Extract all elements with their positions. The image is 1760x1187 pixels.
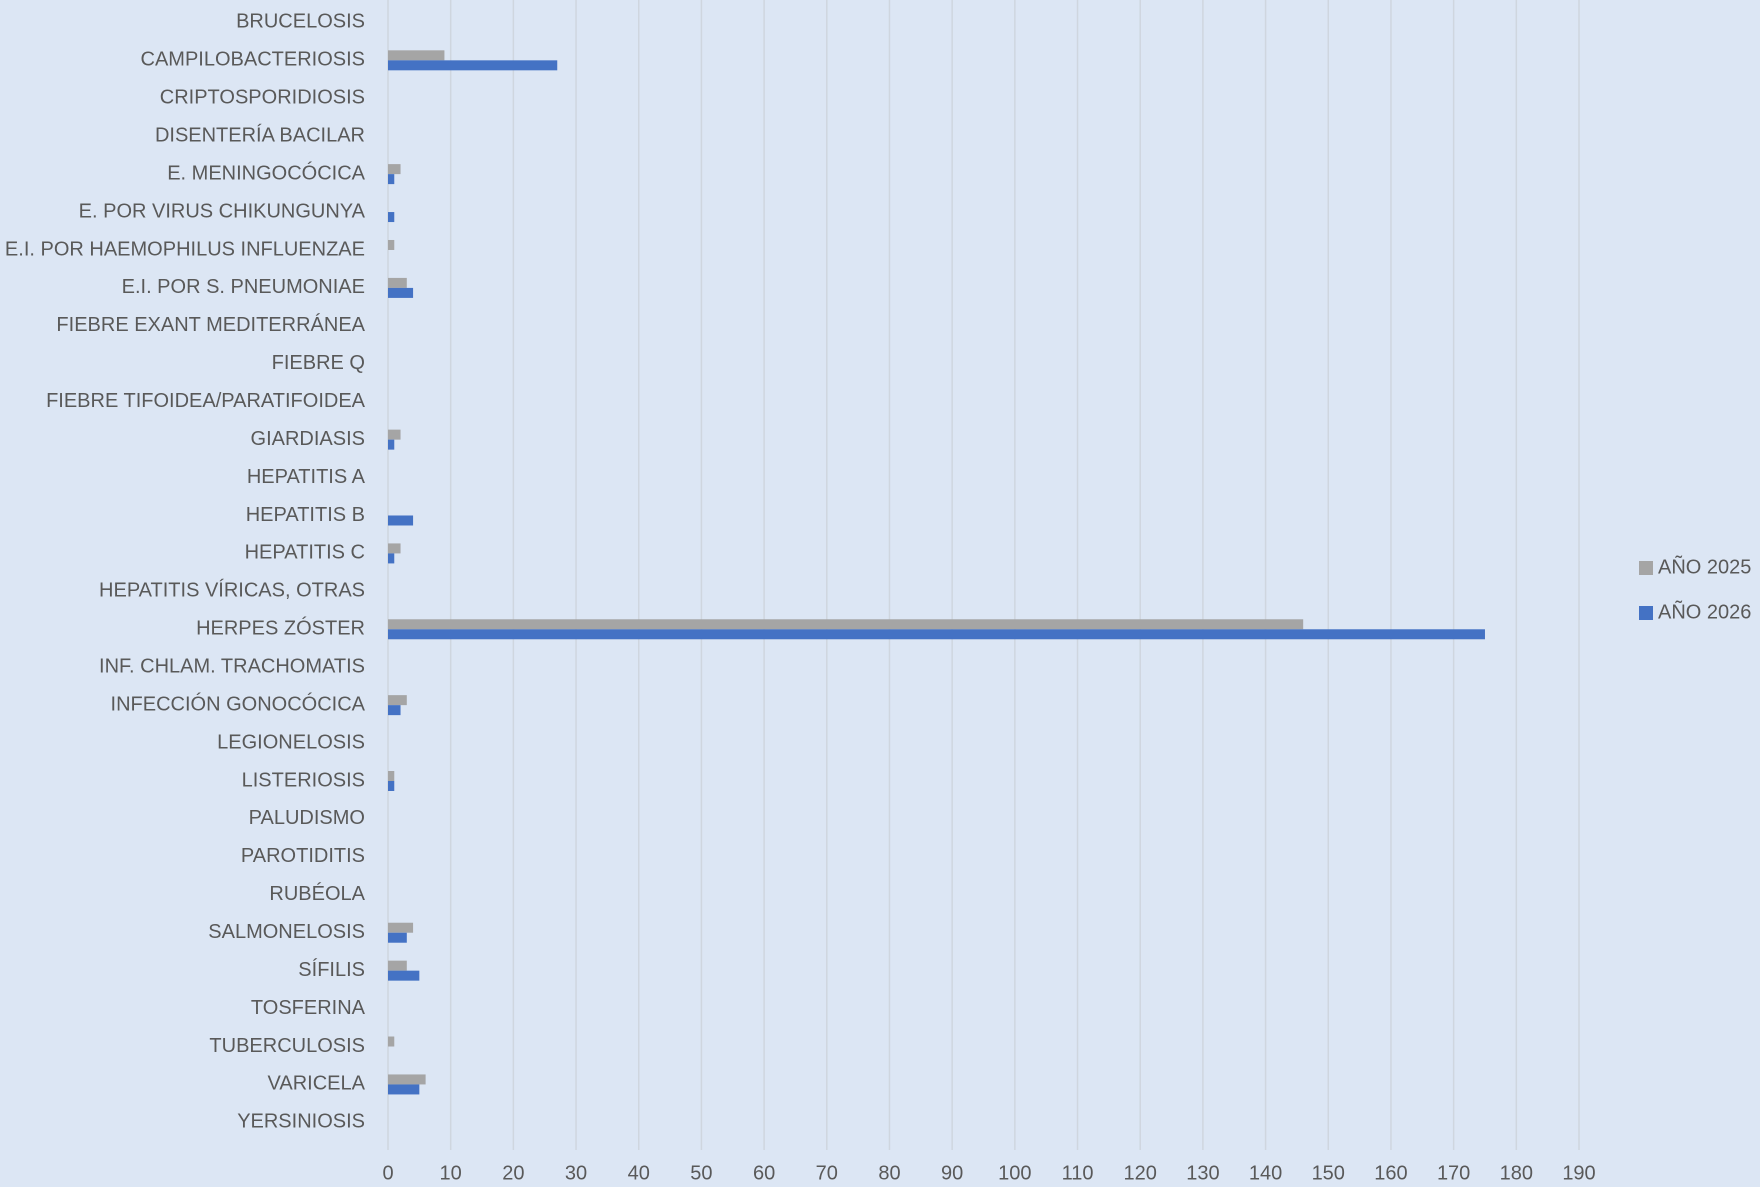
y-tick-label: E. POR VIRUS CHIKUNGUNYA (79, 200, 366, 222)
bar (388, 619, 1304, 630)
y-tick-label: HEPATITIS VÍRICAS, OTRAS (99, 579, 365, 602)
x-tick-label: 90 (941, 1162, 963, 1184)
x-tick-label: 70 (816, 1162, 838, 1184)
x-tick-label: 160 (1374, 1162, 1407, 1184)
y-tick-label: LEGIONELOSIS (217, 731, 365, 753)
bar (388, 629, 1485, 640)
y-tick-label: YERSINIOSIS (237, 1111, 365, 1133)
bar (388, 553, 395, 564)
bar (388, 1074, 426, 1085)
x-tick-label: 120 (1124, 1162, 1157, 1184)
bar (388, 932, 407, 943)
x-tick-label: 130 (1186, 1162, 1219, 1184)
x-tick-label: 150 (1312, 1162, 1345, 1184)
y-tick-label: CAMPILOBACTERIOSIS (141, 49, 366, 71)
x-tick-label: 140 (1249, 1162, 1282, 1184)
y-tick-label: HEPATITIS B (246, 504, 365, 526)
x-tick-label: 0 (382, 1162, 393, 1184)
x-tick-label: 110 (1062, 1162, 1094, 1184)
y-tick-label: E. MENINGOCÓCICA (167, 161, 365, 184)
bar (388, 771, 395, 781)
bar (388, 174, 395, 185)
legend-swatch (1639, 561, 1653, 575)
x-tick-label: 40 (628, 1162, 650, 1184)
bar (388, 212, 395, 223)
y-tick-label: INF. CHLAM. TRACHOMATIS (99, 655, 365, 677)
y-tick-label: GIARDIASIS (251, 428, 365, 450)
legend-label: AÑO 2025 (1658, 554, 1751, 578)
y-tick-label: PALUDISMO (249, 807, 365, 829)
y-tick-label: HEPATITIS A (247, 466, 366, 488)
y-tick-label: RUBÉOLA (269, 882, 365, 905)
y-tick-label: CRIPTOSPORIDIOSIS (160, 87, 365, 109)
y-tick-label: TUBERCULOSIS (209, 1035, 365, 1057)
bar (388, 277, 407, 288)
x-tick-label: 60 (753, 1162, 775, 1184)
y-tick-label: E.I. POR S. PNEUMONIAE (122, 276, 365, 298)
bar (388, 960, 407, 971)
x-tick-label: 80 (878, 1162, 900, 1184)
y-tick-label: BRUCELOSIS (236, 11, 365, 33)
bar (388, 50, 445, 61)
bar (388, 543, 401, 554)
y-tick-label: E.I. POR HAEMOPHILUS INFLUENZAE (5, 238, 365, 260)
x-tick-label: 100 (998, 1162, 1031, 1184)
x-tick-label: 20 (502, 1162, 524, 1184)
y-tick-label: TOSFERINA (251, 997, 366, 1019)
bar (388, 239, 395, 250)
y-tick-label: VARICELA (268, 1073, 366, 1095)
x-tick-label: 180 (1500, 1162, 1533, 1184)
bar (388, 429, 401, 440)
y-tick-label: INFECCIÓN GONOCÓCICA (111, 692, 366, 715)
bar (388, 695, 407, 706)
x-tick-label: 30 (565, 1162, 587, 1184)
bar (388, 164, 401, 175)
y-tick-label: FIEBRE TIFOIDEA/PARATIFOIDEA (46, 390, 366, 412)
y-tick-label: PAROTIDITIS (241, 845, 365, 867)
bar (388, 970, 420, 981)
bar (388, 515, 414, 526)
bar (388, 439, 395, 450)
y-tick-label: HEPATITIS C (245, 542, 365, 564)
bar (388, 60, 558, 71)
bar (388, 1084, 420, 1095)
x-tick-label: 10 (440, 1162, 462, 1184)
x-tick-label: 190 (1562, 1162, 1595, 1184)
bar (388, 781, 395, 791)
x-tick-label: 170 (1437, 1162, 1470, 1184)
bar (388, 922, 414, 933)
legend-label: AÑO 2026 (1658, 599, 1751, 623)
y-tick-label: SÍFILIS (298, 958, 365, 981)
y-tick-label: FIEBRE EXANT MEDITERRÁNEA (56, 313, 365, 336)
x-tick-label: 50 (690, 1162, 712, 1184)
bar (388, 287, 414, 298)
bar (388, 705, 401, 716)
y-tick-label: LISTERIOSIS (242, 769, 365, 791)
y-tick-label: SALMONELOSIS (208, 921, 365, 943)
bar (388, 1036, 395, 1047)
y-tick-label: HERPES ZÓSTER (196, 617, 365, 640)
legend-swatch (1639, 606, 1653, 620)
y-tick-label: FIEBRE Q (272, 352, 365, 374)
y-tick-label: DISENTERÍA BACILAR (155, 123, 365, 146)
